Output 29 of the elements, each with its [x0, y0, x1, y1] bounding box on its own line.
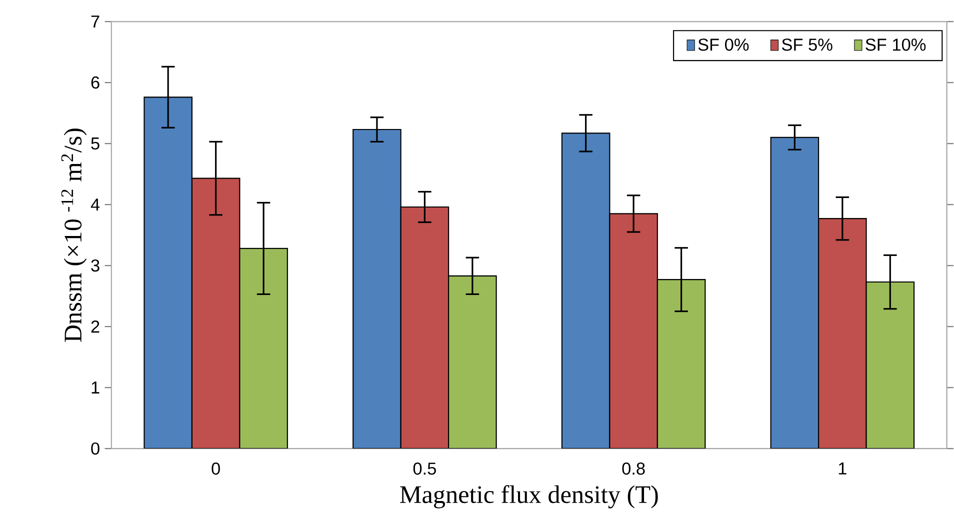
y-tick-label: 4 [90, 198, 100, 210]
x-tick-label: 0 [212, 462, 220, 475]
legend-label: SF 5% [782, 38, 832, 51]
bar [770, 136, 820, 448]
y-tick-label: 3 [91, 259, 100, 272]
bar [818, 218, 867, 448]
legend-label: SF 0% [698, 38, 749, 51]
bar [656, 278, 706, 448]
bar [144, 97, 192, 448]
bar [240, 248, 288, 448]
y-tick-label: 5 [91, 137, 100, 150]
legend-label: SF 10% [866, 38, 926, 51]
bar [561, 132, 610, 448]
x-tick-label: 0.8 [622, 462, 645, 475]
y-tick-label: 1 [92, 382, 100, 394]
y-tick-label: 2 [91, 320, 100, 332]
bar [448, 275, 497, 448]
y-tick-label: 6 [91, 76, 100, 89]
bar [192, 178, 240, 448]
bar [609, 213, 658, 448]
y-tick-label: 0 [91, 442, 100, 455]
bar [352, 128, 402, 448]
x-axis-title: Magnetic flux density (T) [400, 485, 658, 508]
y-tick-label: 7 [91, 16, 100, 28]
bar [866, 281, 915, 448]
bar [400, 206, 450, 448]
x-tick-label: 0.5 [413, 462, 436, 475]
x-tick-label: 1 [838, 462, 846, 474]
y-axis-title: Dnssm (×10 $^{-12}$ m$^{2}$/s) [61, 128, 87, 342]
